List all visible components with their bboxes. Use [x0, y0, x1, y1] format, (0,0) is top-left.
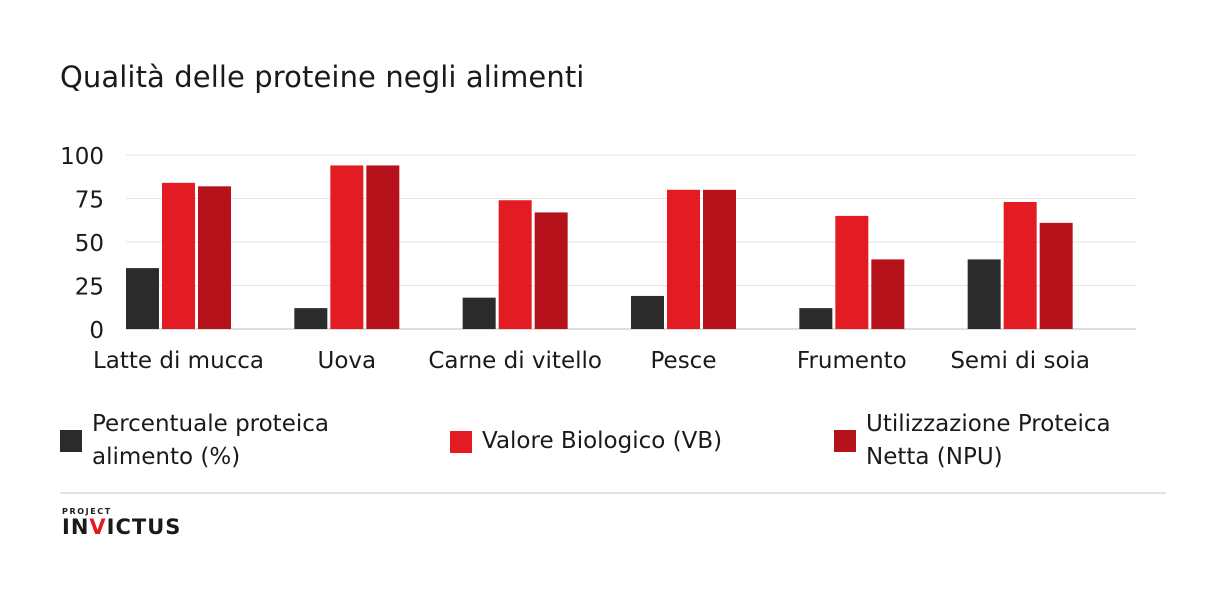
bar: [631, 295, 664, 329]
y-tick-label: 100: [60, 144, 104, 170]
legend-label: Percentuale proteica alimento (%): [92, 411, 329, 470]
x-tick-label: Carne di vitello: [428, 348, 602, 374]
y-tick-label: 75: [75, 188, 104, 214]
bar: [703, 189, 736, 329]
legend-item-percentuale: Percentuale proteica alimento (%): [60, 408, 329, 474]
bar: [534, 212, 568, 329]
divider: [60, 492, 1166, 494]
bar: [667, 189, 700, 329]
x-tick-label: Pesce: [651, 348, 717, 374]
legend-swatch: [60, 430, 82, 452]
legend-item-vb: Valore Biologico (VB): [450, 425, 722, 458]
project-invictus-logo: PROJECT INVICTUS: [62, 507, 181, 539]
logo-main-text: INVICTUS: [62, 515, 181, 539]
bar: [294, 308, 328, 329]
bar: [498, 200, 532, 329]
logo-small-text: PROJECT: [62, 507, 112, 516]
bar: [462, 297, 496, 329]
bar: [198, 186, 231, 329]
y-tick-label: 25: [75, 275, 104, 301]
x-tick-label: Uova: [318, 348, 377, 374]
legend-swatch: [834, 430, 856, 452]
logo-prefix: IN: [62, 515, 90, 539]
logo-suffix: ICTUS: [106, 515, 182, 539]
x-tick-label: Latte di mucca: [93, 348, 264, 374]
bar: [1003, 201, 1037, 329]
legend-item-npu: Utilizzazione Proteica Netta (NPU): [834, 408, 1111, 474]
bar: [967, 259, 1001, 329]
y-tick-label: 50: [75, 231, 104, 257]
bar-chart: 0 25 50 75 100 Latte di mucca Uova Carne di vit…: [60, 144, 1136, 374]
bar: [1039, 222, 1073, 329]
bar: [835, 215, 869, 329]
bar: [799, 308, 833, 329]
legend-label: Utilizzazione Proteica Netta (NPU): [866, 411, 1111, 470]
bar: [366, 165, 400, 329]
bar: [330, 165, 364, 329]
logo-accent: V: [89, 515, 107, 539]
chart-title: Qualità delle proteine negli alimenti: [60, 60, 585, 94]
bar: [162, 182, 195, 329]
legend-swatch: [450, 430, 472, 453]
bar: [126, 268, 159, 329]
x-tick-label: Frumento: [797, 348, 907, 374]
bar: [871, 259, 905, 329]
x-tick-label: Semi di soia: [950, 348, 1090, 374]
legend-label: Valore Biologico (VB): [482, 428, 723, 454]
y-tick-label: 0: [89, 318, 104, 344]
